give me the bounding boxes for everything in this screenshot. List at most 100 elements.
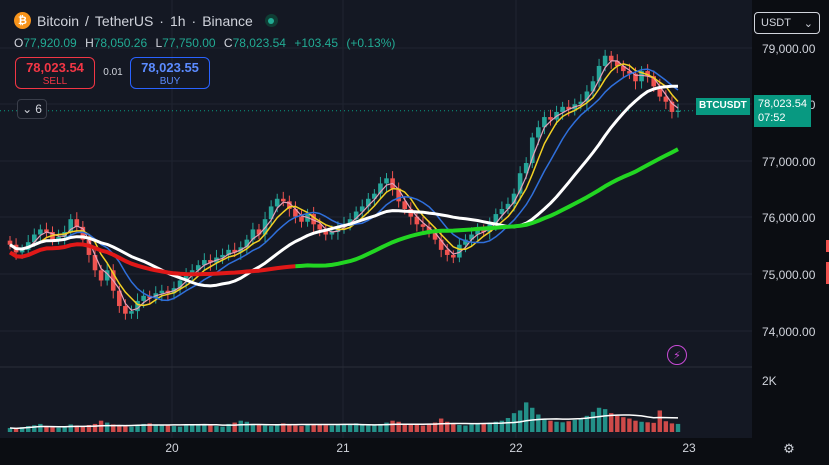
candle-body xyxy=(675,110,681,112)
candle-body xyxy=(19,249,25,253)
volume-bar xyxy=(554,421,559,432)
chart-pane[interactable] xyxy=(0,0,752,438)
volume-bar xyxy=(214,426,219,432)
currency-select[interactable]: USDT ⌄ xyxy=(754,12,820,34)
volume-bar xyxy=(536,414,541,432)
volume-bar xyxy=(208,425,213,432)
volume-bar xyxy=(317,424,322,432)
volume-bar xyxy=(341,424,347,432)
candle-body xyxy=(92,254,98,271)
price-axis[interactable] xyxy=(752,0,829,465)
volume-bar xyxy=(390,420,395,432)
price-axis-label: 77,000.00 xyxy=(762,155,816,169)
candle-body xyxy=(384,178,389,184)
sell-button[interactable]: 78,023.54 SELL xyxy=(15,57,95,89)
volume-bar xyxy=(86,425,92,432)
candle-body xyxy=(578,101,584,105)
volume-bar xyxy=(104,422,110,432)
candle-body xyxy=(323,229,329,235)
volume-bar xyxy=(438,418,444,432)
volume-bar xyxy=(347,423,353,432)
volume-bar xyxy=(360,425,365,432)
sell-label: SELL xyxy=(42,76,68,87)
candle-body xyxy=(7,240,13,245)
candle-body xyxy=(645,71,650,77)
price-chart[interactable] xyxy=(0,0,752,438)
candle-body xyxy=(457,244,462,258)
candle-body xyxy=(639,71,644,82)
volume-bar xyxy=(256,425,262,432)
high-label: H xyxy=(85,36,94,50)
volume-bar xyxy=(475,423,480,432)
candle-body xyxy=(202,260,207,266)
close-label: C xyxy=(223,36,233,50)
candle-body xyxy=(566,106,571,110)
volume-bar xyxy=(615,415,620,432)
candle-body xyxy=(329,231,335,235)
volume-bar xyxy=(183,425,189,432)
volume-bar xyxy=(366,425,371,432)
candle-body xyxy=(614,60,620,66)
candle-body xyxy=(560,106,565,112)
candle-body xyxy=(602,55,608,66)
candle-body xyxy=(232,249,237,253)
volume-bar xyxy=(92,423,98,432)
volume-bar xyxy=(396,421,401,432)
price-axis-label: 79,000.00 xyxy=(762,42,816,56)
separator: / xyxy=(85,12,89,29)
candle-body xyxy=(244,239,250,248)
candle-body xyxy=(444,249,450,255)
candle-body xyxy=(365,198,371,207)
volume-bar xyxy=(353,423,359,432)
volume-bar xyxy=(268,426,274,432)
candle-body xyxy=(475,229,480,235)
volume-bar xyxy=(287,425,292,432)
candle-body xyxy=(372,193,377,199)
symbol-legend[interactable]: ₿ Bitcoin / TetherUS · 1h · Binance xyxy=(14,12,278,29)
change-percent: (+0.13%) xyxy=(346,36,396,50)
volume-bar xyxy=(26,426,31,432)
candle-body xyxy=(311,214,316,225)
spread-value: 0.01 xyxy=(103,67,123,78)
volume-bar xyxy=(609,413,614,432)
candle-body xyxy=(536,127,541,138)
separator: · xyxy=(159,12,164,29)
volume-bar xyxy=(493,421,499,432)
ma-yellow-line xyxy=(9,63,679,307)
time-axis[interactable] xyxy=(0,438,752,465)
volume-bar xyxy=(62,426,67,432)
volume-bar xyxy=(651,422,656,432)
volume-bar xyxy=(414,425,420,432)
chevron-down-icon: ⌄ xyxy=(803,17,813,30)
candle-body xyxy=(584,91,590,102)
volume-bar xyxy=(663,421,669,432)
candle-body xyxy=(280,198,286,202)
candle-body xyxy=(31,234,37,243)
time-axis-label: 23 xyxy=(682,441,696,455)
volume-bar xyxy=(372,424,377,432)
volume-bar xyxy=(232,422,237,432)
candle-body xyxy=(633,73,638,82)
candle-body xyxy=(420,224,426,227)
volume-bar xyxy=(432,422,438,432)
volume-bar xyxy=(13,428,19,432)
candle-body xyxy=(347,219,353,225)
volume-bar xyxy=(38,423,43,432)
symbol-price-tag: BTCUSDT xyxy=(696,98,750,115)
volume-bar xyxy=(329,425,335,432)
volume-bar xyxy=(123,425,128,432)
edge-mark xyxy=(826,262,829,284)
candle-body xyxy=(183,275,189,281)
current-price-tag: 78,023.54 07:52 xyxy=(754,95,811,127)
bolt-icon[interactable]: ⚡ xyxy=(667,345,687,365)
settings-gear-icon[interactable]: ⚙ xyxy=(783,441,795,456)
volume-bar xyxy=(74,425,79,432)
volume-bar xyxy=(275,424,280,432)
volume-bar xyxy=(165,425,171,432)
volume-bar xyxy=(560,422,565,432)
indicators-toggle-button[interactable]: ⌄ 6 xyxy=(17,99,47,119)
buy-button[interactable]: 78,023.55 BUY xyxy=(130,57,210,89)
base-name: Bitcoin xyxy=(37,12,80,29)
volume-bar xyxy=(111,424,116,432)
volume-bar xyxy=(299,426,304,432)
